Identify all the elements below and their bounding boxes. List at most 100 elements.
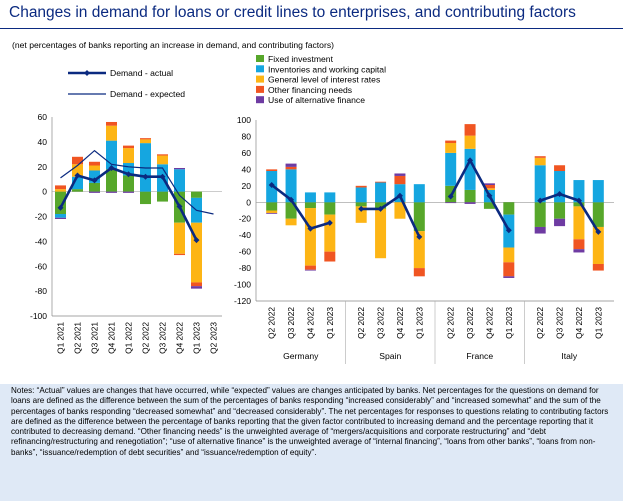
country-bar-other_financing [285,166,297,170]
series-line-demand-expected [60,149,214,215]
legend-label-demand-expected: Demand - expected [110,89,185,99]
ea-bar-other_financing [55,185,66,190]
legend-label-demand-actual: Demand - actual [110,68,173,78]
data-point-demand-actual [537,197,544,204]
legend-marker-demand-actual [84,70,90,76]
country-bar-alternative_finance [394,173,406,176]
legend-label-other_financing: Other financing needs [268,85,352,95]
country-bar-other_financing [534,156,546,158]
country-bar-interest_rates [464,135,476,149]
x-tick-label: Q1 2022 [124,322,134,354]
country-bar-fixed_investment [324,202,336,215]
x-tick-label: Q1 2021 [56,322,66,354]
ea-bar-alternative_finance [89,191,100,193]
data-point-demand-actual [57,204,64,211]
legend-swatch-interest_rates [256,75,264,83]
data-point-demand-actual [575,197,582,204]
country-bar-alternative_finance [573,249,585,253]
y-tick-label: -40 [35,236,48,246]
x-tick-label: Q1 2023 [504,307,514,339]
x-tick-label: Q3 2022 [376,307,386,339]
ea-bar-fixed_investment [191,191,202,198]
country-bar-inventories [304,192,316,203]
country-bar-fixed_investment [573,202,585,207]
y-tick-label: -100 [234,280,251,290]
y-tick-label: 100 [237,115,251,125]
data-point-demand-actual [159,173,166,180]
legend-swatch-other_financing [256,85,264,93]
country-bar-fixed_investment [285,202,297,219]
country-bar-interest_rates [375,208,387,259]
series-line-demand-actual [539,192,600,233]
country-bar-other_financing [413,268,425,277]
ea-bar-interest_rates [106,125,117,141]
x-tick-label: Q4 2022 [305,307,315,339]
data-point-demand-actual [556,191,563,198]
country-bar-interest_rates [413,231,425,269]
x-tick-label: Q1 2023 [414,307,424,339]
ea-bar-inventories [140,143,151,192]
x-tick-label: Q2 2022 [446,307,456,339]
y-tick-label: -20 [239,214,252,224]
country-bar-interest_rates [285,218,297,226]
data-point-demand-actual [486,192,493,199]
chart-subtitle: (net percentages of banks reporting an i… [12,40,334,50]
notes-box: Notes: “Actual” values are changes that … [0,384,623,501]
country-bar-inventories [285,169,297,203]
x-tick-label: Q3 2022 [286,307,296,339]
legend-swatch-alternative_finance [256,96,264,104]
legend-swatch-fixed_investment [256,55,264,62]
country-bar-fixed_investment [592,202,604,227]
y-tick-label: -60 [35,261,48,271]
ea-bar-other_financing [106,121,117,126]
series-line-demand-actual [270,183,331,231]
country-bar-interest_rates [394,202,406,219]
series-line-demand-actual [361,193,421,238]
country-bar-fixed_investment [304,202,316,209]
x-tick-label: Q2 2023 [209,322,219,354]
country-bar-interest_rates [266,210,278,213]
data-point-demand-actual [595,228,602,235]
ea-bar-fixed_investment [106,169,117,192]
country-bar-inventories [413,184,425,203]
y-tick-label: -80 [239,263,252,273]
country-bar-inventories [375,182,387,203]
y-tick-label: 40 [242,164,252,174]
country-bar-other_financing [592,263,604,271]
legend-label-inventories: Inventories and working capital [268,64,386,74]
country-bar-interest_rates [445,143,457,153]
ea-bar-interest_rates [123,148,134,164]
x-tick-label: Q1 2023 [593,307,603,339]
x-tick-label: Q1 2023 [325,307,335,339]
country-bar-interest_rates [355,206,367,223]
x-tick-label: Q4 2022 [484,307,494,339]
ea-bar-interest_rates [191,222,202,283]
country-bar-fixed_investment [266,202,278,211]
x-tick-label: Q3 2022 [158,322,168,354]
y-tick-label: 0 [246,197,251,207]
data-point-demand-actual [416,233,423,240]
chart-canvas: -100 -80 -60 -40 -20 0 20 40 60 Q1 2021 Q2 2021 Q3 … [30,54,614,364]
ea-bar-interest_rates [55,189,66,192]
ea-bar-interest_rates [157,155,168,165]
legend-label-fixed_investment: Fixed investment [268,54,334,64]
country-bar-inventories [355,187,367,203]
data-point-demand-actual [91,177,98,184]
group-label: France [466,351,493,361]
country-bar-alternative_finance [534,226,546,234]
data-point-demand-actual [447,193,454,200]
country-bar-fixed_investment [554,202,566,219]
y-tick-label: -40 [239,230,252,240]
x-tick-label: Q2 2022 [356,307,366,339]
country-bar-fixed_investment [355,202,367,207]
ea-bar-other_financing [89,161,100,166]
x-tick-label: Q3 2022 [555,307,565,339]
data-point-demand-actual [176,203,183,210]
y-tick-label: 20 [38,162,48,172]
data-point-demand-actual [307,225,314,232]
country-bar-alternative_finance [503,276,515,278]
country-bar-inventories [324,192,336,203]
ea-bar-other_financing [140,138,151,140]
country-bar-inventories [592,180,604,203]
country-bar-other_financing [394,175,406,185]
